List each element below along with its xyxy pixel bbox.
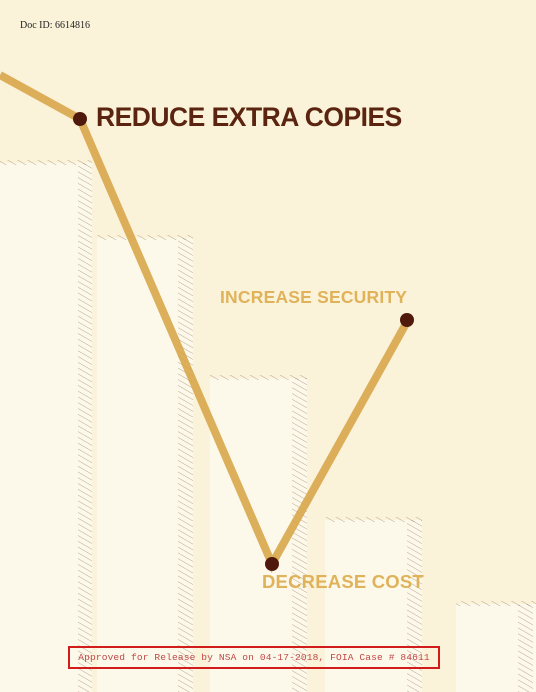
marker-increase-security: [400, 313, 414, 327]
bar-2: [97, 235, 193, 692]
release-notice-text: Approved for Release by NSA on 04-17-201…: [78, 652, 430, 663]
marker-decrease-cost: [265, 557, 279, 571]
trend-line: [0, 71, 412, 574]
headline: REDUCE EXTRA COPIES: [96, 102, 402, 132]
label-decrease-cost: DECREASE COST: [262, 571, 424, 592]
doc-id: Doc ID: 6614816: [20, 20, 90, 31]
bar-4: [325, 517, 422, 692]
marker-reduce-extra-copies: [73, 112, 87, 126]
bar-1: [0, 160, 92, 692]
bar-5: [456, 601, 536, 692]
label-increase-security: INCREASE SECURITY: [220, 287, 408, 307]
release-notice: Approved for Release by NSA on 04-17-201…: [68, 646, 440, 669]
